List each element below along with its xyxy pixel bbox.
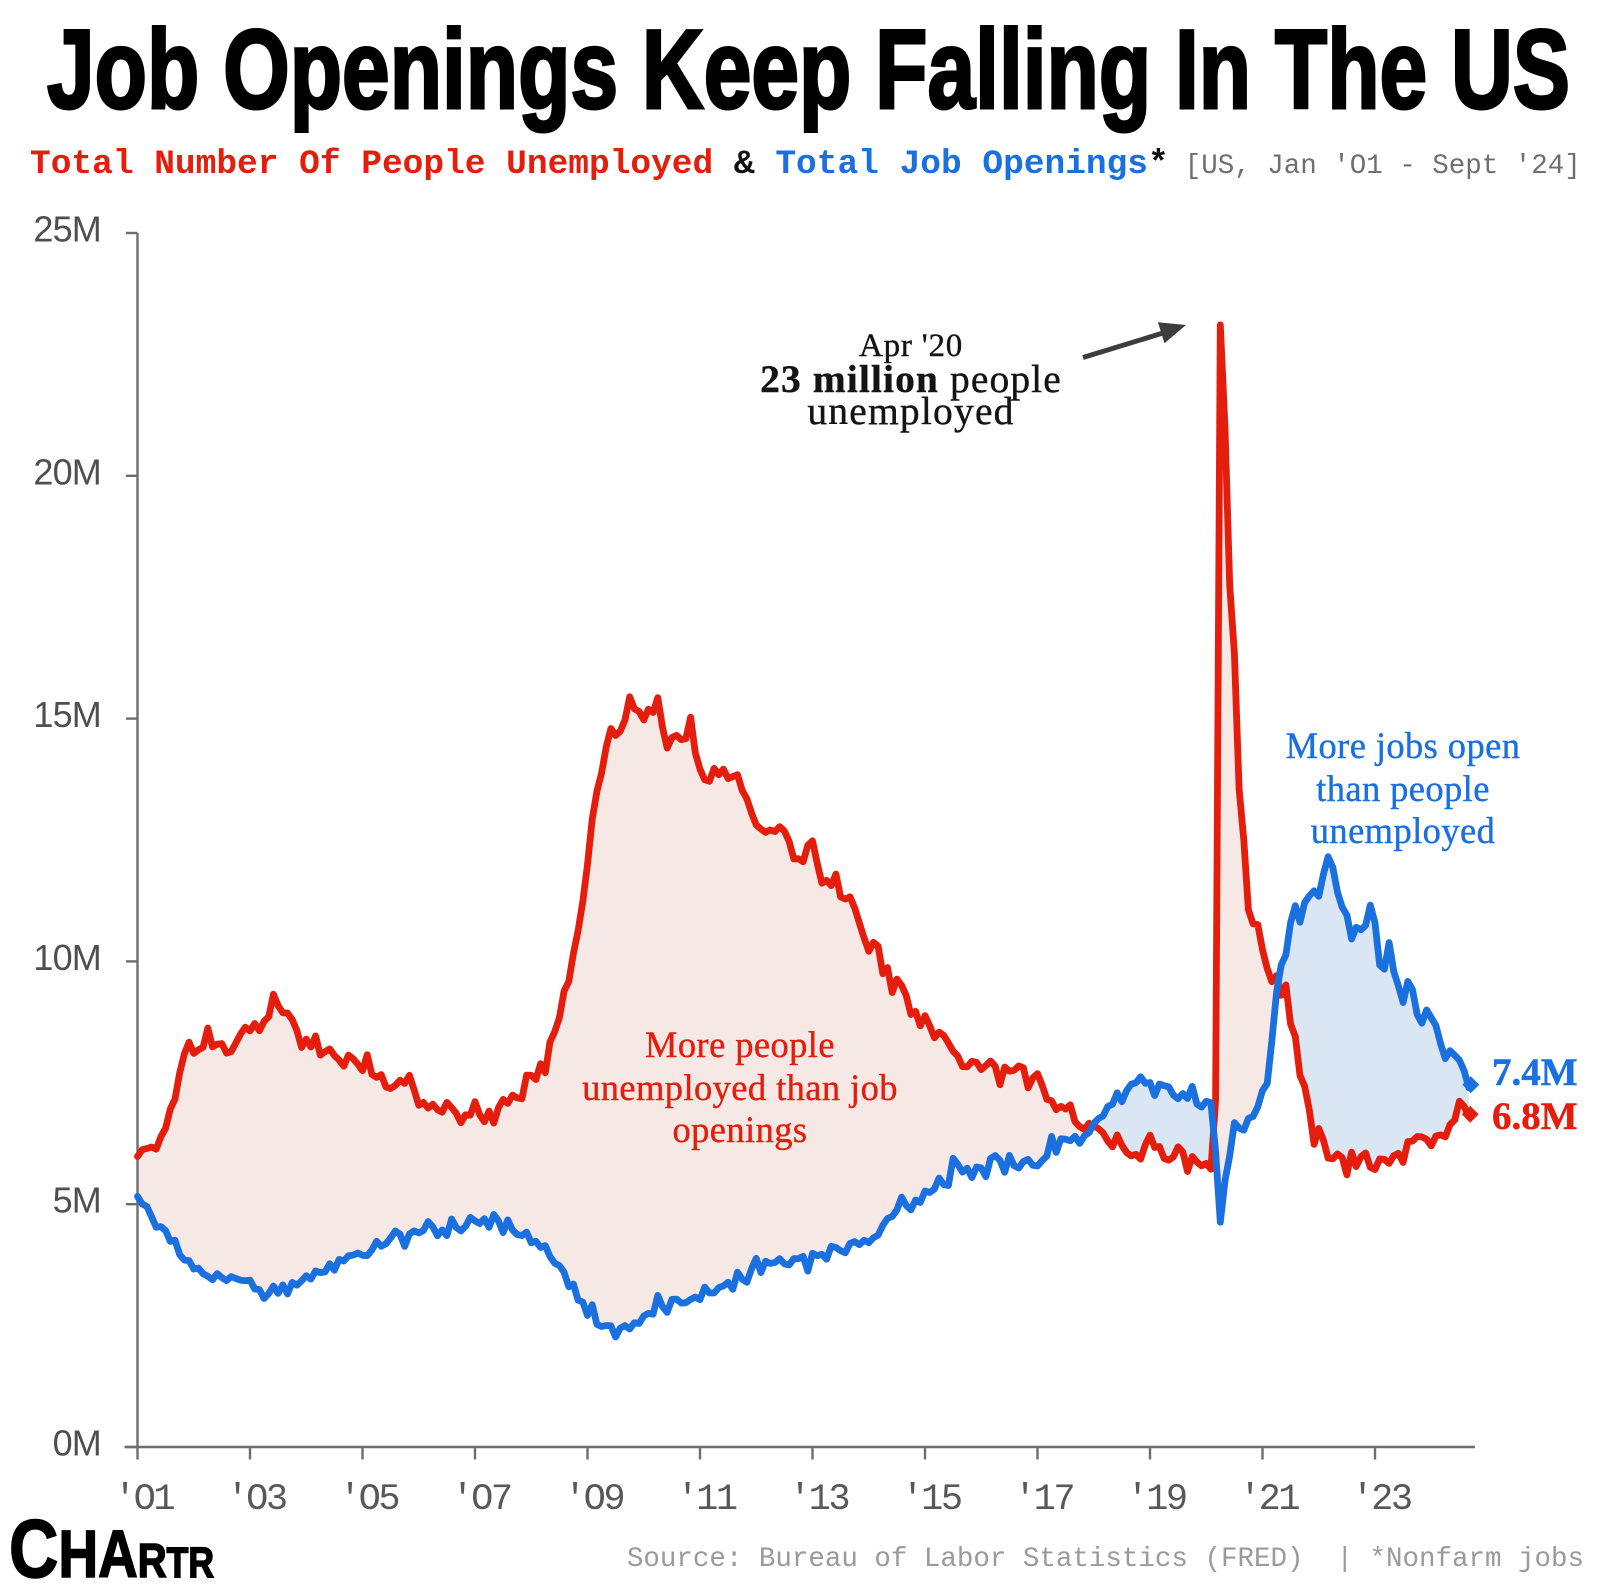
svg-text:'O1: 'O1 (114, 1479, 174, 1521)
svg-text:'15: '15 (901, 1479, 960, 1521)
svg-text:unemployed: unemployed (1311, 810, 1495, 851)
svg-text:'11: '11 (676, 1479, 736, 1521)
svg-text:15M: 15M (33, 694, 101, 735)
svg-text:'O5: 'O5 (339, 1479, 398, 1521)
svg-text:unemployed: unemployed (807, 389, 1014, 433)
svg-text:0M: 0M (53, 1423, 101, 1464)
svg-text:than people: than people (1316, 768, 1490, 809)
svg-text:'17: '17 (1014, 1479, 1073, 1521)
svg-text:unemployed than job: unemployed than job (582, 1067, 898, 1108)
svg-text:23 million people: 23 million people (760, 357, 1062, 401)
svg-text:Job Openings Keep Falling In T: Job Openings Keep Falling In The US (47, 7, 1570, 132)
svg-text:Apr '20: Apr '20 (859, 328, 963, 364)
svg-text:'21: '21 (1239, 1479, 1299, 1521)
svg-text:CHARTR: CHARTR (9, 1502, 214, 1588)
svg-text:20M: 20M (33, 451, 101, 492)
svg-text:Source: Bureau of Labor Statis: Source: Bureau of Labor Statistics (FRED… (627, 1544, 1584, 1575)
svg-text:'19: '19 (1126, 1479, 1185, 1521)
svg-text:'O3: 'O3 (226, 1479, 285, 1521)
svg-text:'O7: 'O7 (451, 1479, 510, 1521)
svg-text:More jobs open: More jobs open (1286, 725, 1521, 766)
svg-text:25M: 25M (33, 209, 101, 250)
svg-text:5M: 5M (53, 1180, 101, 1221)
svg-text:openings: openings (673, 1109, 808, 1150)
svg-text:7.4M: 7.4M (1492, 1051, 1578, 1094)
svg-text:'O9: 'O9 (564, 1479, 623, 1521)
svg-text:10M: 10M (33, 937, 101, 978)
svg-text:Total Number Of People Unemplo: Total Number Of People Unemployed & Tota… (30, 145, 1581, 184)
svg-text:More people: More people (645, 1024, 835, 1065)
svg-text:'13: '13 (789, 1479, 848, 1521)
svg-text:'23: '23 (1351, 1479, 1410, 1521)
svg-text:6.8M: 6.8M (1492, 1095, 1578, 1138)
